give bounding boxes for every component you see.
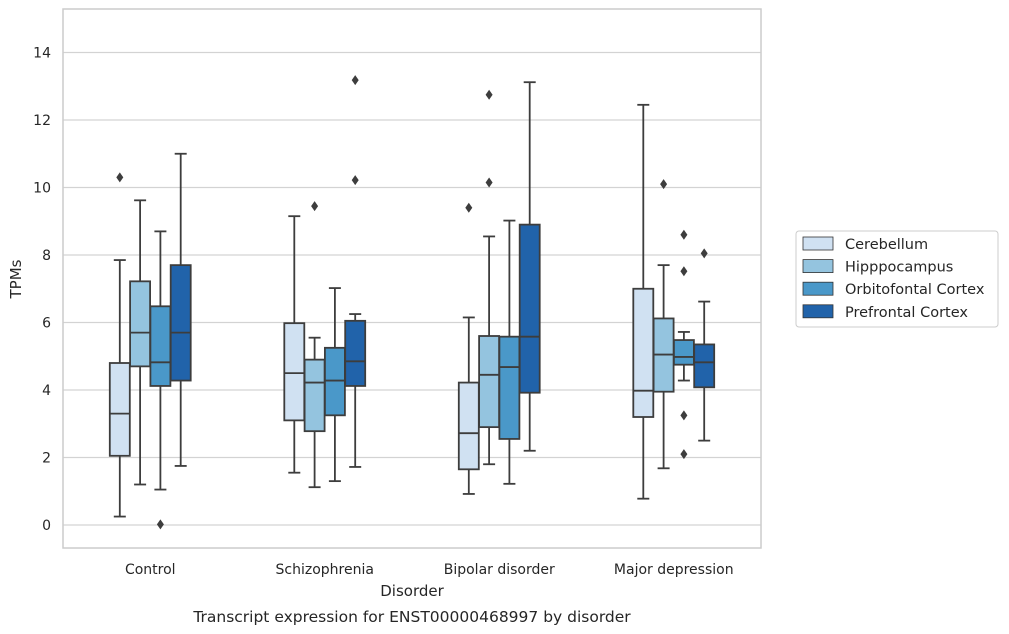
y-tick-label: 6 xyxy=(42,316,51,332)
box xyxy=(283,322,306,422)
y-tick-label: 10 xyxy=(33,181,51,197)
boxes-layer xyxy=(108,75,716,530)
x-tick-label: Schizophrenia xyxy=(276,562,374,578)
outlier-point xyxy=(351,75,359,86)
box xyxy=(149,305,172,387)
plot-area xyxy=(63,9,761,548)
box-group xyxy=(457,202,480,495)
box-group xyxy=(673,229,695,460)
legend-label: Hipppocampus xyxy=(845,260,953,276)
box-group xyxy=(283,215,306,474)
x-tick-label: Bipolar disorder xyxy=(444,562,555,578)
box xyxy=(693,343,716,389)
box-group xyxy=(169,152,192,467)
outlier-point xyxy=(680,229,688,240)
box-group xyxy=(108,172,131,518)
outlier-point xyxy=(311,201,319,212)
legend-label: Cerebellum xyxy=(845,237,928,253)
outlier-point xyxy=(680,410,688,421)
outlier-point xyxy=(465,202,473,213)
legend-label: Prefrontal Cortex xyxy=(845,305,968,321)
legend-label: Orbitofontal Cortex xyxy=(845,282,985,298)
box xyxy=(129,280,152,368)
outlier-point xyxy=(680,449,688,460)
legend-swatch xyxy=(802,281,834,296)
outlier-point xyxy=(351,175,359,186)
box xyxy=(518,223,541,394)
y-tick-label: 2 xyxy=(42,451,51,467)
outlier-point xyxy=(156,519,164,530)
x-tick-label: Control xyxy=(125,562,176,578)
y-tick-labels: 0 2 4 6 8 10 12 14 xyxy=(33,46,51,535)
box-group xyxy=(518,81,541,452)
x-tick-label: Major depression xyxy=(614,562,734,578)
x-tick-labels: Control Schizophrenia Bipolar disorder Majo… xyxy=(125,562,734,578)
box xyxy=(303,358,326,433)
box-group xyxy=(478,89,501,466)
y-tick-label: 12 xyxy=(33,113,51,129)
outlier-point xyxy=(680,266,688,277)
box xyxy=(498,335,521,440)
x-axis-label: Disorder xyxy=(380,582,444,600)
chart-caption: Transcript expression for ENST0000046899… xyxy=(192,608,631,626)
box xyxy=(169,264,192,382)
plot-frame xyxy=(62,8,762,549)
box-group xyxy=(693,248,716,442)
y-tick-label: 4 xyxy=(42,383,51,399)
box xyxy=(632,287,655,418)
box xyxy=(457,381,480,471)
outlier-point xyxy=(116,172,124,183)
legend-swatch xyxy=(802,259,834,274)
y-tick-label: 8 xyxy=(42,248,51,264)
box xyxy=(344,319,367,387)
legend: Cerebellum Hipppocampus Orbitofontal Corte… xyxy=(795,230,999,328)
box-group xyxy=(149,230,172,530)
legend-frame xyxy=(795,230,999,328)
box xyxy=(108,362,131,457)
outlier-point xyxy=(485,177,493,188)
box-group xyxy=(632,103,655,500)
y-tick-label: 14 xyxy=(33,46,51,62)
outlier-point xyxy=(700,248,708,259)
y-axis-label: TPMs xyxy=(7,259,25,299)
box-group xyxy=(652,179,675,470)
box-group xyxy=(498,219,521,485)
box xyxy=(323,346,346,417)
legend-swatch xyxy=(802,236,834,251)
outlier-point xyxy=(660,179,668,190)
box xyxy=(478,335,501,429)
y-tick-label: 0 xyxy=(42,518,51,534)
outlier-point xyxy=(485,89,493,100)
legend-swatch xyxy=(802,304,834,319)
box-group xyxy=(344,75,367,468)
box xyxy=(673,339,695,366)
